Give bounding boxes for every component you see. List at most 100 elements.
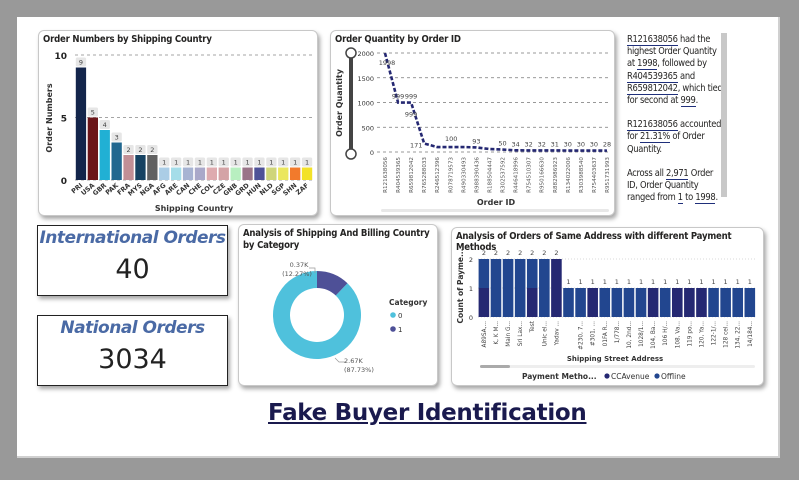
bar[interactable]	[123, 155, 134, 180]
x-tick: R303988540	[579, 157, 585, 193]
bar-segment-offline[interactable]	[490, 259, 502, 317]
data-label: 999	[392, 93, 404, 101]
bar[interactable]	[111, 142, 122, 181]
bar[interactable]	[218, 167, 229, 181]
shipping-country-title: Order Numbers by Shipping Country	[43, 34, 212, 45]
data-label-bg	[75, 57, 87, 67]
data-label-bg	[194, 157, 206, 167]
bar[interactable]	[242, 167, 253, 181]
legend-marker[interactable]	[390, 312, 396, 318]
bar[interactable]	[194, 167, 206, 181]
slice-label-pct: (12.27%)	[282, 270, 312, 278]
data-label: 1	[603, 278, 607, 286]
bar[interactable]	[159, 167, 170, 181]
international-orders-value: 40	[115, 254, 150, 285]
bar[interactable]	[75, 67, 87, 181]
bar[interactable]	[301, 167, 313, 181]
x-tick: 108, Va...	[675, 321, 681, 349]
x-scrollbar[interactable]	[381, 209, 609, 212]
bar-segment-offline[interactable]	[575, 288, 586, 317]
bar-segment-ccavenue[interactable]	[647, 288, 659, 317]
bar-segment-ccavenue[interactable]	[671, 288, 683, 317]
bar-segment-ccavenue[interactable]	[696, 288, 707, 317]
bar-segment-offline[interactable]	[478, 259, 490, 288]
bar-segment-offline[interactable]	[744, 288, 756, 317]
bar-segment-ccavenue[interactable]	[587, 288, 598, 317]
data-label: 2	[138, 146, 142, 154]
bar[interactable]	[290, 167, 301, 181]
donut-slice-1[interactable]	[317, 271, 348, 296]
bar[interactable]	[254, 167, 265, 181]
shipping-country-card[interactable]: Order Numbers by Shipping Country 0 5 10 Or…	[38, 30, 318, 216]
bar-segment-offline[interactable]	[502, 259, 514, 317]
bar-segment-offline[interactable]	[514, 259, 526, 317]
same-address-card[interactable]: Analysis of Orders of Same Address with …	[451, 227, 764, 386]
legend-label[interactable]: 0	[398, 312, 402, 320]
bar-segment-offline[interactable]	[611, 288, 623, 317]
x-scrollbar-thumb[interactable]	[480, 365, 510, 368]
bar-segment-offline[interactable]	[720, 288, 731, 317]
shipping-billing-card[interactable]: Analysis of Shipping And Billing Country…	[238, 224, 438, 386]
bar[interactable]	[182, 167, 194, 181]
x-tick: 122-1/...	[712, 321, 718, 345]
x-tick: 134, 22...	[736, 321, 742, 349]
smart-narrative: R121638056 had the highest Order Quantit…	[627, 34, 725, 205]
leader-line	[334, 357, 345, 363]
line-series[interactable]	[383, 52, 608, 152]
bar-segment-ccavenue[interactable]	[551, 259, 562, 317]
bar-segment-ccavenue[interactable]	[684, 288, 695, 317]
shipping-billing-donut[interactable]: 0.37K(12.27%) 2.67K(87.73%) Category 0 1	[239, 225, 437, 385]
narrative-scrollbar[interactable]	[721, 33, 727, 197]
bar-segment-offline[interactable]	[659, 288, 671, 317]
legend-title: Payment Metho...	[522, 372, 597, 381]
bar[interactable]	[230, 167, 241, 181]
data-label: 2	[482, 249, 486, 257]
data-label: 2	[554, 249, 558, 257]
x-axis-label: Order ID	[477, 198, 516, 207]
y-tick: 500	[362, 124, 374, 132]
data-label: 1	[711, 278, 715, 286]
order-quantity-card[interactable]: Order Quantity by Order ID Order Quantit…	[330, 30, 615, 216]
legend-label-offline[interactable]: Offline	[661, 372, 686, 381]
bar-segment-ccavenue[interactable]	[478, 288, 490, 317]
x-scrollbar-track[interactable]	[480, 365, 755, 368]
donut-slice-0[interactable]	[273, 271, 361, 359]
x-tick: R754403637	[592, 157, 598, 193]
bar-segment-offline[interactable]	[539, 259, 550, 317]
data-label-bg	[254, 157, 265, 167]
legend-marker[interactable]	[390, 326, 396, 332]
shipping-billing-title: Analysis of Shipping And Billing Country…	[243, 228, 430, 251]
legend-label-ccavenue[interactable]: CCAvenue	[611, 372, 650, 381]
international-orders-label: International Orders	[39, 228, 226, 248]
bar[interactable]	[206, 167, 217, 181]
y-tick: 1000	[357, 100, 374, 108]
slider-handle-bottom[interactable]	[345, 148, 357, 160]
bar-segment-offline[interactable]	[623, 288, 635, 317]
bar[interactable]	[278, 167, 289, 181]
legend-marker-ccavenue[interactable]	[604, 373, 610, 379]
bar[interactable]	[135, 155, 146, 180]
x-tick: R765288033	[422, 157, 428, 193]
bar-segment-offline[interactable]	[526, 259, 538, 288]
legend-marker-offline[interactable]	[654, 373, 660, 379]
y-tick: 1	[469, 285, 473, 293]
order-quantity-chart[interactable]: Order Quantity05001000150020001998999999…	[331, 31, 614, 215]
bar[interactable]	[266, 167, 277, 181]
x-tick: Yadav ...	[554, 321, 560, 346]
slider-handle-top[interactable]	[345, 47, 357, 59]
bar-segment-offline[interactable]	[708, 288, 719, 317]
legend-label[interactable]: 1	[398, 326, 402, 334]
y-axis-label: Count of Payme...	[456, 248, 465, 323]
bar-segment-ccavenue[interactable]	[526, 288, 538, 317]
bar[interactable]	[87, 117, 98, 181]
bar-segment-offline[interactable]	[599, 288, 611, 317]
bar-segment-offline[interactable]	[563, 288, 574, 317]
bar[interactable]	[99, 130, 110, 180]
data-label: 1	[687, 278, 691, 286]
bar-segment-offline[interactable]	[635, 288, 647, 317]
bar[interactable]	[171, 167, 182, 181]
bar-segment-offline[interactable]	[732, 288, 744, 317]
bar[interactable]	[147, 155, 158, 180]
